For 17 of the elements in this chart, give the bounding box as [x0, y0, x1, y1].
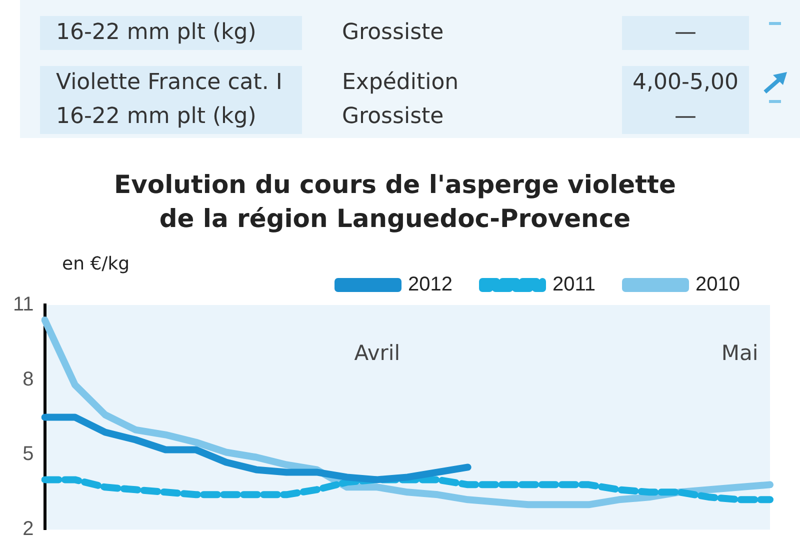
y-tick-label: 2	[22, 518, 34, 540]
legend-label: 2010	[696, 274, 740, 296]
text: —	[622, 16, 750, 50]
annotation: Avril	[354, 340, 400, 365]
text: Grossiste	[340, 19, 445, 47]
text: 4,00-5,00 —	[622, 66, 750, 134]
y-tick-label: 5	[22, 443, 34, 466]
chart-title: Evolution du cours de l'asperge violette de la région Languedoc-Provence	[113, 169, 677, 235]
legend-label: 2012	[408, 274, 453, 296]
text: Expédition Grossiste	[340, 69, 460, 131]
annotation: Mai	[721, 340, 758, 365]
legend-label: 2011	[552, 274, 596, 296]
y-tick-label: 11	[12, 294, 34, 316]
text: 16-22 mm plt (kg)	[40, 16, 302, 50]
y-tick-label: 8	[22, 368, 34, 390]
text: Violette France cat. I 16-22 mm plt (kg)	[40, 66, 302, 134]
y-axis-title: en €/kg	[62, 254, 130, 275]
